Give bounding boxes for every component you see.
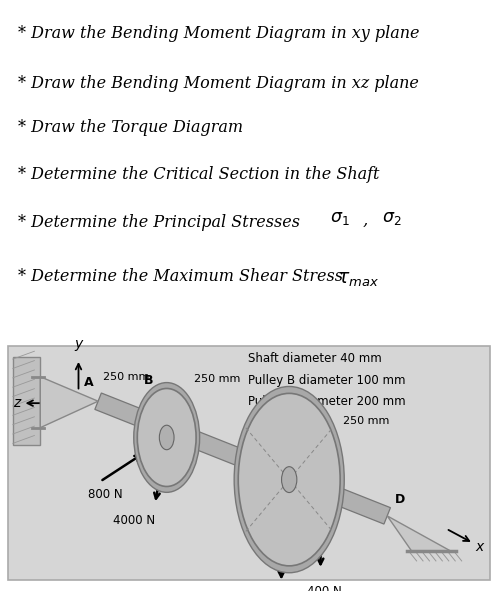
FancyBboxPatch shape [8, 346, 490, 580]
Text: B: B [144, 374, 154, 387]
Text: Pulley B diameter 100 mm: Pulley B diameter 100 mm [248, 374, 406, 387]
Ellipse shape [160, 425, 174, 450]
Text: $\tau_{max}$: $\tau_{max}$ [337, 270, 379, 288]
Text: C: C [309, 457, 318, 470]
Polygon shape [40, 376, 98, 428]
Ellipse shape [138, 388, 196, 486]
Text: 250 mm: 250 mm [194, 374, 240, 384]
Text: x: x [475, 540, 484, 554]
Text: $\sigma_1$: $\sigma_1$ [330, 210, 349, 226]
Text: * Determine the Critical Section in the Shaft: * Determine the Critical Section in the … [18, 166, 380, 183]
Text: 250 mm: 250 mm [103, 372, 150, 382]
Text: D: D [395, 493, 406, 506]
Text: 400 N: 400 N [307, 586, 342, 591]
Text: 800 N: 800 N [88, 488, 123, 501]
Text: A: A [84, 376, 93, 389]
Ellipse shape [238, 394, 340, 566]
Text: 250 mm: 250 mm [343, 415, 390, 426]
Text: $\sigma_2$: $\sigma_2$ [382, 210, 402, 226]
Text: ,: , [358, 212, 374, 229]
Text: * Draw the Bending Moment Diagram in xy plane: * Draw the Bending Moment Diagram in xy … [18, 25, 419, 42]
Text: 4000 N: 4000 N [113, 514, 155, 527]
Text: y: y [74, 337, 82, 351]
Polygon shape [387, 516, 451, 551]
Text: * Draw the Torque Diagram: * Draw the Torque Diagram [18, 119, 243, 137]
Text: * Determine the Principal Stresses: * Determine the Principal Stresses [18, 213, 310, 230]
Text: * Draw the Bending Moment Diagram in xz plane: * Draw the Bending Moment Diagram in xz … [18, 74, 419, 92]
Ellipse shape [134, 382, 200, 492]
Ellipse shape [282, 467, 297, 492]
Text: Pulley C diameter 200 mm: Pulley C diameter 200 mm [248, 395, 406, 408]
Text: Shaft diameter 40 mm: Shaft diameter 40 mm [248, 352, 382, 365]
Bar [13, 357, 40, 445]
Text: * Determine the Maximum Shear Stress: * Determine the Maximum Shear Stress [18, 268, 353, 285]
Ellipse shape [234, 387, 344, 573]
Text: z: z [13, 396, 20, 410]
Polygon shape [95, 393, 390, 524]
